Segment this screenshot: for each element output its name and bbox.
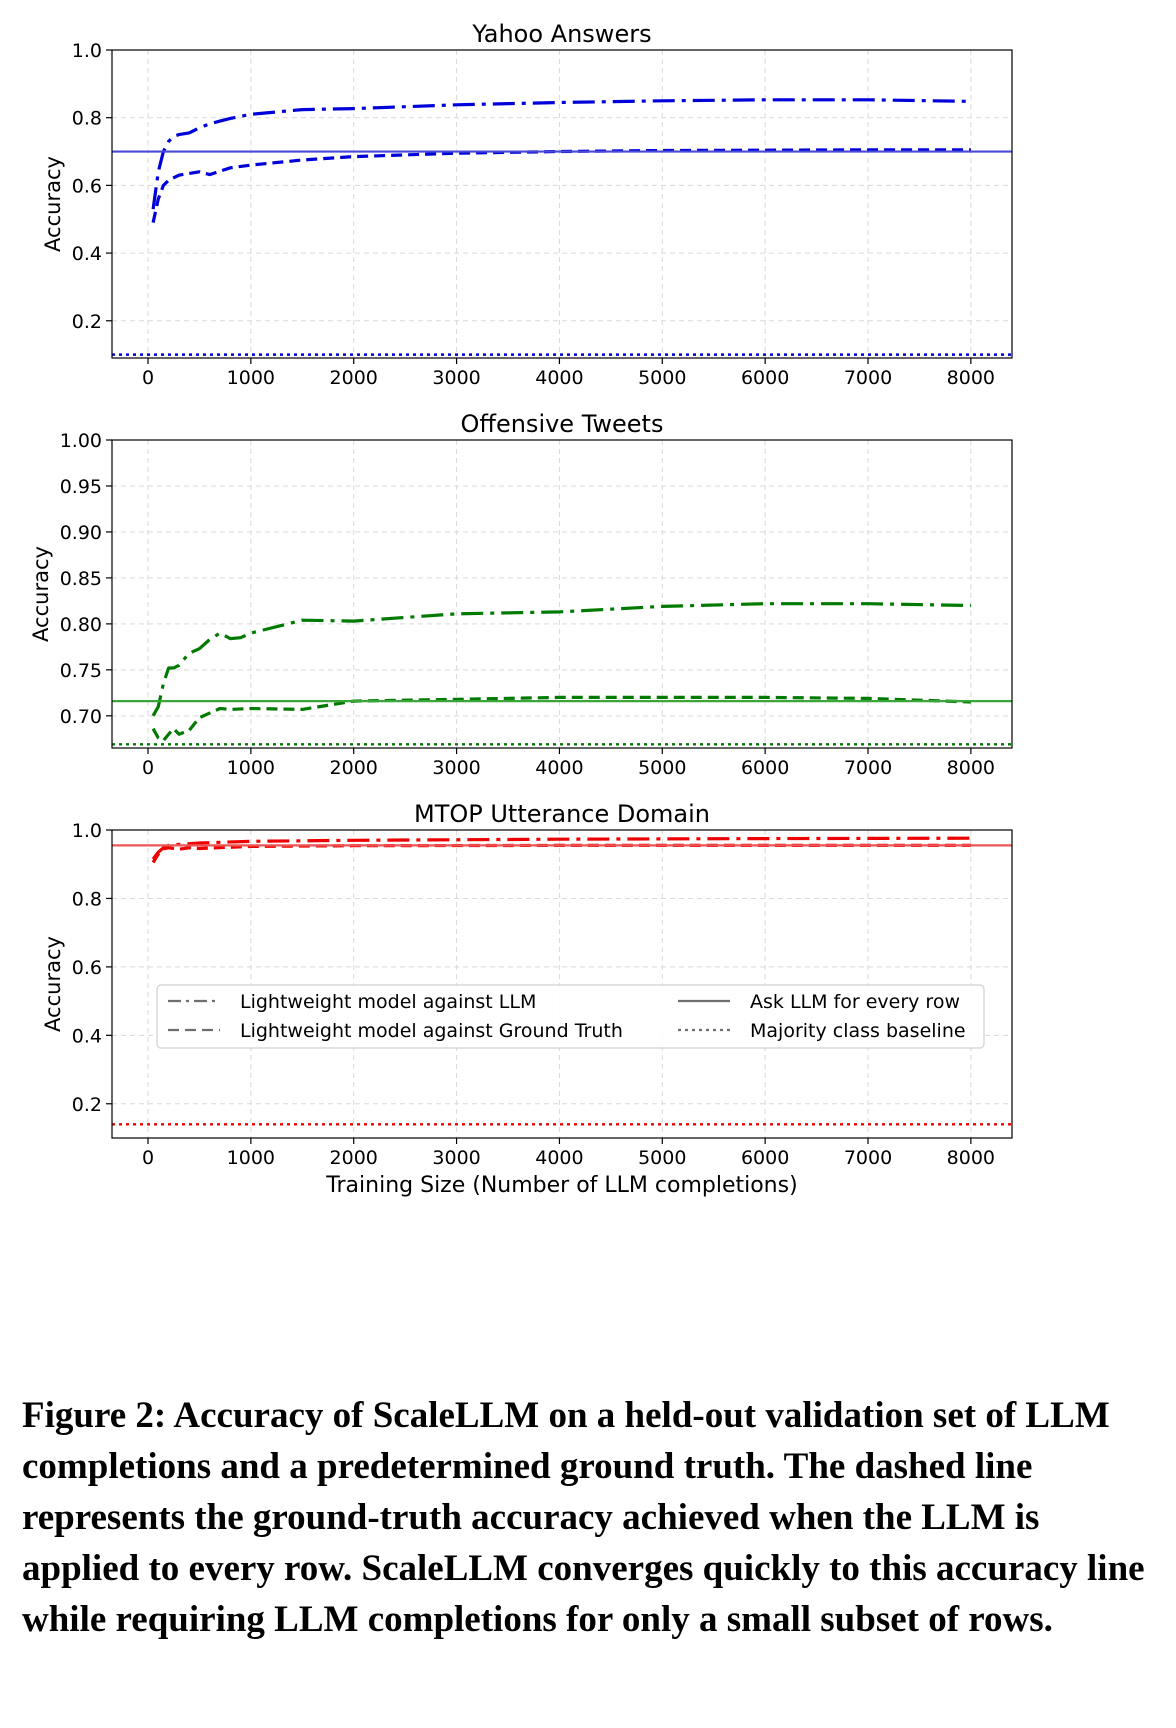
y-tick-label: 0.70 — [60, 706, 102, 728]
llm-accuracy-line — [151, 602, 971, 717]
ground-truth-accuracy-line — [151, 148, 971, 223]
x-tick-label: 7000 — [844, 757, 892, 779]
x-tick-label: 6000 — [741, 757, 789, 779]
chart-title: MTOP Utterance Domain — [414, 800, 710, 828]
figure-caption: Figure 2: Accuracy of ScaleLLM on a held… — [22, 1395, 1145, 1640]
x-tick-label: 6000 — [741, 367, 789, 389]
plot-frame — [111, 439, 1013, 749]
x-tick-label: 8000 — [947, 367, 995, 389]
x-tick-label: 2000 — [330, 757, 378, 779]
y-tick-label: 0.2 — [72, 311, 102, 333]
x-tick-label: 0 — [142, 367, 154, 389]
x-tick-label: 8000 — [947, 757, 995, 779]
x-tick-label: 0 — [142, 1147, 154, 1169]
x-tick-label: 7000 — [844, 1147, 892, 1169]
y-tick-label: 0.6 — [72, 175, 102, 197]
y-tick-label: 1.0 — [72, 820, 102, 842]
y-tick-label: 0.4 — [72, 243, 102, 265]
plot-frame — [111, 49, 1013, 359]
x-tick-label: 7000 — [844, 367, 892, 389]
x-tick-label: 5000 — [638, 1147, 686, 1169]
y-tick-label: 0.6 — [72, 957, 102, 979]
x-tick-label: 5000 — [638, 757, 686, 779]
legend-box — [156, 984, 985, 1049]
x-tick-label: 1000 — [227, 1147, 275, 1169]
y-tick-label: 0.80 — [60, 614, 102, 636]
x-tick-label: 4000 — [535, 757, 583, 779]
chart-panel-3: 0 1000 2000 3000 4000 5000 6000 7000 8000 0.2 0.4 0… — [41, 800, 1013, 1198]
series-group — [112, 98, 1012, 356]
figure: 0 1000 2000 3000 4000 5000 6000 7000 8000 0.2 0.4 0… — [29, 20, 1013, 1198]
y-tick-label: 0.8 — [72, 108, 102, 130]
y-tick-label: 1.00 — [60, 430, 102, 452]
legend-label: Lightweight model against LLM — [240, 991, 536, 1013]
series-group — [112, 836, 1012, 1126]
x-tick-label: 2000 — [330, 1147, 378, 1169]
plot-frame — [111, 829, 1013, 1139]
llm-accuracy-line — [151, 98, 971, 210]
y-tick-label: 1.0 — [72, 40, 102, 62]
y-tick-label: 0.90 — [60, 522, 102, 544]
chart-title: Yahoo Answers — [471, 20, 651, 48]
legend: Lightweight model against LLM Lightweight… — [156, 984, 985, 1049]
y-axis-label: Accuracy — [41, 936, 65, 1032]
x-tick-label: 3000 — [432, 1147, 480, 1169]
x-tick-label: 8000 — [947, 1147, 995, 1169]
y-tick-label: 0.8 — [72, 888, 102, 910]
legend-label: Lightweight model against Ground Truth — [240, 1020, 623, 1042]
x-tick-label: 5000 — [638, 367, 686, 389]
y-tick-label: 0.75 — [60, 660, 102, 682]
x-axis-label: Training Size (Number of LLM completions… — [325, 1173, 797, 1198]
x-tick-label: 3000 — [432, 757, 480, 779]
x-tick-label: 1000 — [227, 757, 275, 779]
legend-label: Majority class baseline — [750, 1020, 966, 1042]
x-tick-label: 2000 — [330, 367, 378, 389]
x-tick-label: 3000 — [432, 367, 480, 389]
x-tick-label: 4000 — [535, 1147, 583, 1169]
y-tick-label: 0.85 — [60, 568, 102, 590]
x-tick-label: 6000 — [741, 1147, 789, 1169]
legend-label: Ask LLM for every row — [750, 991, 960, 1013]
ground-truth-accuracy-line — [151, 843, 971, 864]
y-tick-label: 0.95 — [60, 476, 102, 498]
y-tick-label: 0.4 — [72, 1025, 102, 1047]
y-axis-label: Accuracy — [29, 546, 53, 642]
y-tick-label: 0.2 — [72, 1094, 102, 1116]
chart-title: Offensive Tweets — [461, 410, 664, 438]
x-tick-label: 0 — [142, 757, 154, 779]
llm-accuracy-line — [151, 836, 971, 861]
x-tick-label: 4000 — [535, 367, 583, 389]
chart-panel-1: 0 1000 2000 3000 4000 5000 6000 7000 8000 0.2 0.4 0… — [41, 20, 1013, 389]
y-axis-label: Accuracy — [41, 156, 65, 252]
series-group — [112, 602, 1012, 746]
ground-truth-accuracy-line — [151, 695, 971, 743]
x-tick-label: 1000 — [227, 367, 275, 389]
chart-panel-2: 0 1000 2000 3000 4000 5000 6000 7000 8000 0.70 0.7… — [29, 410, 1013, 779]
